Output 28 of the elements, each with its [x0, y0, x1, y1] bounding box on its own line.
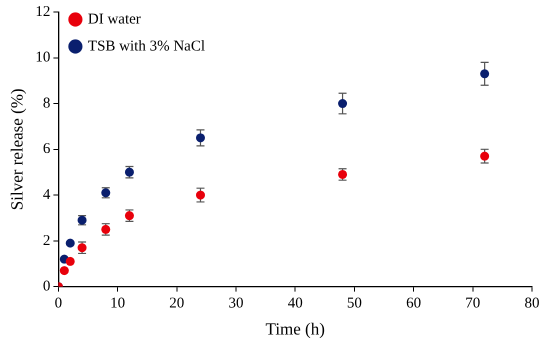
x-tick-label: 0 [54, 296, 62, 312]
x-tick-label: 70 [465, 296, 480, 312]
x-tick-label: 50 [346, 296, 362, 312]
x-tick-label: 40 [288, 296, 303, 312]
y-tick-label: 8 [42, 95, 50, 112]
point [338, 99, 348, 108]
x-tick-label: 20 [169, 296, 184, 312]
point [66, 238, 75, 248]
x-tick-label: 60 [406, 296, 422, 312]
point [196, 133, 205, 142]
y-tick-label: 6 [42, 141, 51, 158]
legend-label: DI water [88, 11, 141, 28]
x-tick-label: 30 [228, 296, 244, 312]
point [66, 256, 75, 266]
y-tick-label: 0 [42, 278, 50, 295]
legend-label: TSB with 3% NaCl [88, 38, 205, 54]
point [196, 190, 205, 200]
point [480, 152, 490, 161]
y-tick-label: 2 [42, 232, 50, 249]
x-tick-label: 10 [110, 296, 126, 312]
y-tick-label: 10 [35, 50, 50, 66]
y-axis-title: Silver release (%) [8, 88, 27, 210]
y-tick-label: 12 [35, 4, 50, 20]
y-tick-label: 4 [42, 187, 51, 204]
point [480, 69, 490, 78]
x-tick-label: 80 [524, 296, 540, 312]
x-axis-title: Time (h) [266, 319, 325, 338]
point [60, 266, 69, 276]
